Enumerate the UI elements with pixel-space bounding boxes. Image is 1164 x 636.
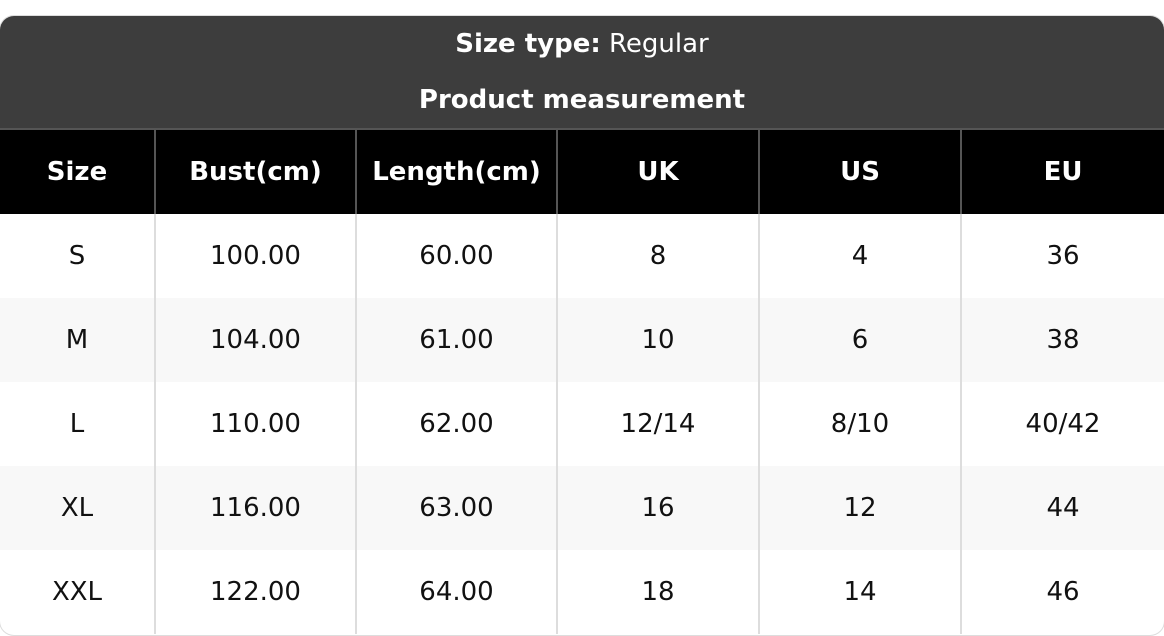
table-cell: 6 — [758, 298, 961, 382]
column-header: EU — [960, 128, 1164, 214]
table-cell: 12/14 — [556, 382, 759, 466]
column-header: Size — [0, 128, 155, 214]
table-cell: 16 — [556, 466, 759, 550]
table-cell: XL — [0, 466, 155, 550]
table-row: M 104.00 61.00 10 6 38 — [0, 298, 1164, 382]
table-cell: 8/10 — [758, 382, 961, 466]
size-type-label: Size type: — [455, 29, 601, 59]
table-cell: M — [0, 298, 155, 382]
table-cell: 104.00 — [154, 298, 356, 382]
table-header-row: Size Bust(cm) Length(cm) UK US EU — [0, 128, 1164, 214]
table-cell: 10 — [556, 298, 759, 382]
table-cell: 40/42 — [960, 382, 1164, 466]
size-type-value: Regular — [609, 29, 709, 59]
table-cell: 64.00 — [355, 550, 557, 634]
table-cell: 36 — [960, 214, 1164, 298]
table-cell: 4 — [758, 214, 961, 298]
table-cell: 62.00 — [355, 382, 557, 466]
table-cell: 38 — [960, 298, 1164, 382]
size-chart-header: Size type: Regular Product measurement — [0, 16, 1164, 128]
column-header: UK — [556, 128, 759, 214]
table-cell: 60.00 — [355, 214, 557, 298]
table-cell: 44 — [960, 466, 1164, 550]
column-header: Length(cm) — [355, 128, 557, 214]
size-type: Size type: Regular — [0, 16, 1164, 72]
table-cell: 14 — [758, 550, 961, 634]
table-cell: 63.00 — [355, 466, 557, 550]
table-cell: 46 — [960, 550, 1164, 634]
table-cell: 8 — [556, 214, 759, 298]
table-cell: 122.00 — [154, 550, 356, 634]
table-cell: XXL — [51, 577, 103, 607]
table-cell: S — [68, 241, 86, 271]
table-row: XL 116.00 63.00 16 12 44 — [0, 466, 1164, 550]
size-chart-card: Size type: Regular Product measurement S… — [0, 16, 1164, 635]
table-row: S 100.00 60.00 8 4 36 — [0, 214, 1164, 298]
table-row: XXL 122.00 64.00 18 14 46 — [0, 550, 1164, 634]
table-cell: 61.00 — [355, 298, 557, 382]
column-header: US — [758, 128, 961, 214]
table-cell: 18 — [556, 550, 759, 634]
table-cell: 12 — [758, 466, 961, 550]
size-table: Size Bust(cm) Length(cm) UK US EU S 100.00 60.0… — [0, 128, 1164, 634]
table-cell: L — [69, 409, 85, 439]
table-cell: 110.00 — [154, 382, 356, 466]
table-cell: 116.00 — [154, 466, 356, 550]
column-header: Bust(cm) — [154, 128, 356, 214]
table-row: L 110.00 62.00 12/14 8/10 40/42 — [0, 382, 1164, 466]
table-cell: 100.00 — [154, 214, 356, 298]
table-subtitle: Product measurement — [418, 85, 746, 115]
